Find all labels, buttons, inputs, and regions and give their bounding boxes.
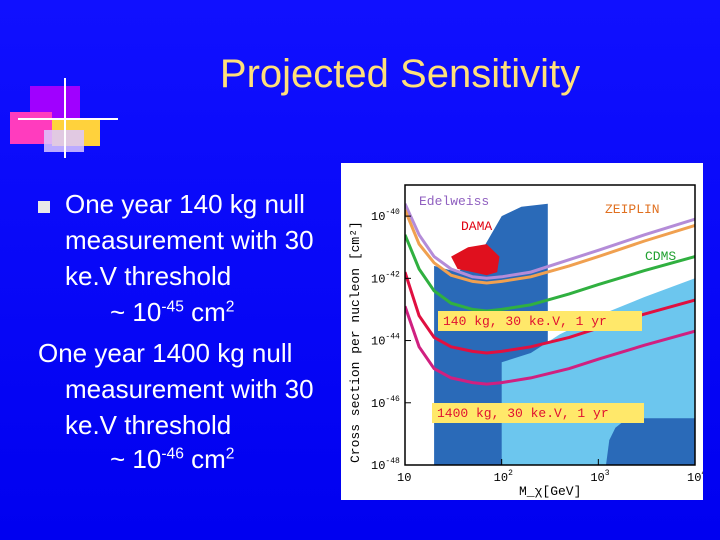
y-axis-title: Cross section per nucleon [cm²] — [348, 221, 363, 463]
series-line-1 — [405, 203, 695, 280]
x-tick-exp-2: 2 — [508, 469, 513, 478]
annotation-3: ZEIPLIN — [605, 202, 660, 217]
series-line-2 — [405, 209, 695, 285]
series-line-3 — [405, 234, 695, 313]
bullet-square — [38, 201, 50, 213]
y-tick-exp-2: -42 — [385, 270, 400, 279]
plot-frame — [404, 184, 696, 466]
y-tick-label-2: 10-42 — [371, 270, 400, 286]
x-tick-label-2: 102 — [494, 469, 513, 485]
y-tick-exp-4: -46 — [385, 395, 400, 404]
body-item2-line1: One year 1400 kg null — [38, 338, 293, 368]
slide-title: Projected Sensitivity — [219, 52, 581, 96]
annotation-4: CDMS — [645, 249, 676, 264]
excluded-region-lower — [606, 418, 695, 465]
annotation-5: 140 kg, 30 ke.V, 1 yr — [443, 314, 607, 329]
annotation-2: DAMA — [461, 219, 492, 234]
body-item1-line3: ke.V threshold — [65, 261, 232, 291]
item1-unit-exp: 2 — [225, 298, 235, 316]
x-tick-exp-4: 4 — [701, 469, 703, 478]
x-tick-exp-3: 3 — [605, 469, 610, 478]
dama-region — [451, 244, 500, 276]
body-item2-value: ~ 10-46 cm2 — [110, 441, 234, 477]
series-line-5 — [405, 305, 695, 386]
item2-tilde: ~ 10 — [110, 444, 162, 474]
item2-exp: -46 — [161, 445, 184, 463]
sensitivity-chart: 10 102 103 104 10-40 10-42 10-44 10-46 10-48 Cros… — [348, 184, 706, 499]
y-tick-exp-3: -44 — [385, 333, 400, 342]
item2-unit: cm — [183, 444, 226, 474]
y-tick-label-3: 10-44 — [371, 333, 400, 349]
y-tick-label-5: 10-48 — [371, 457, 400, 473]
body-item2-line2: measurement with 30 — [65, 374, 314, 404]
body-item2-line3: ke.V threshold — [65, 410, 232, 440]
body-item1-line1: One year 140 kg null — [65, 189, 305, 219]
y-tick-label-4: 10-46 — [371, 395, 400, 411]
annotation-1: Edelweiss — [419, 194, 489, 209]
y-tick-exp-5: -48 — [385, 457, 400, 466]
plot-panel: 10 102 103 104 10-40 10-42 10-44 10-46 10-48 Cros… — [341, 163, 706, 500]
decor-line-horizontal — [18, 118, 118, 120]
x-tick-label-3: 103 — [590, 469, 609, 485]
annotation-box-5 — [438, 311, 642, 331]
y-tick-exp-1: -40 — [385, 208, 400, 217]
item1-exp: -45 — [161, 298, 184, 316]
annotation-6: 1400 kg, 30 ke.V, 1 yr — [437, 406, 609, 421]
item1-unit: cm — [183, 297, 226, 327]
y-tick-label-1: 10-40 — [371, 208, 400, 224]
item1-tilde: ~ 10 — [110, 297, 162, 327]
body-item1-line2: measurement with 30 — [65, 225, 314, 255]
x-axis-title: M_χ[GeV] — [519, 484, 581, 499]
body-item1-value: ~ 10-45 cm2 — [110, 294, 234, 330]
item2-unit-exp: 2 — [225, 445, 235, 463]
annotation-box-6 — [432, 403, 644, 423]
x-tick-label-1: 10 — [397, 471, 411, 485]
x-tick-label-4: 104 — [687, 469, 703, 485]
